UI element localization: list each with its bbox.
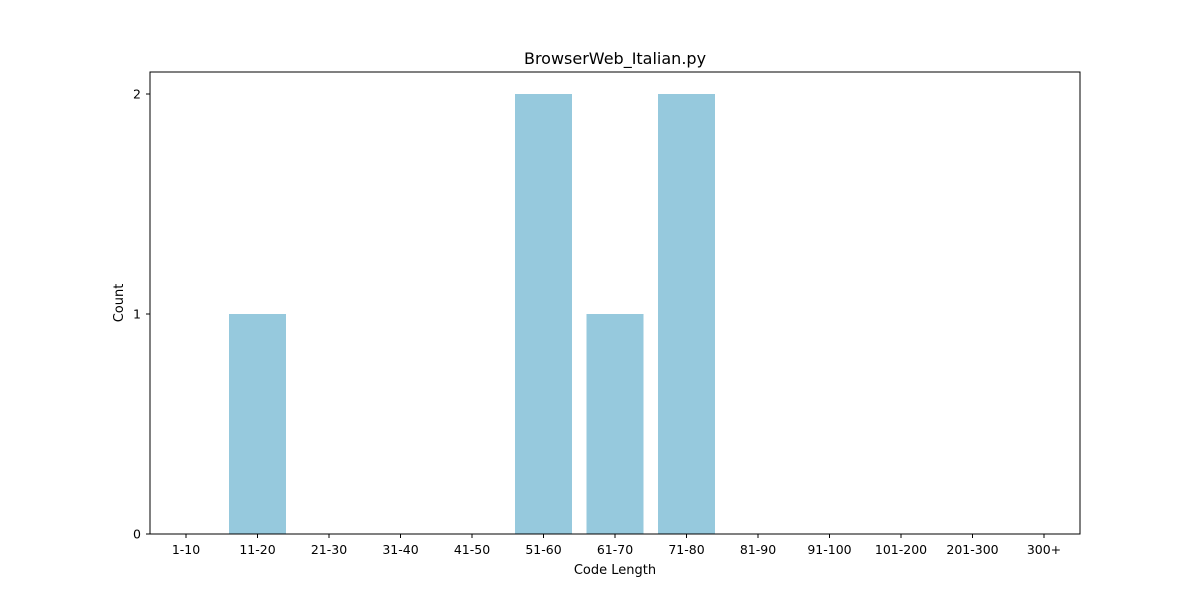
chart-title: BrowserWeb_Italian.py bbox=[524, 49, 706, 69]
x-tick-label: 71-80 bbox=[668, 542, 704, 557]
x-tick-label: 81-90 bbox=[740, 542, 776, 557]
x-axis-ticks: 1-10 11-20 21-30 31-40 41-50 51-60 61-70 71-80 8… bbox=[172, 534, 1061, 557]
y-tick-label: 1 bbox=[133, 307, 141, 322]
bars-layer bbox=[229, 94, 715, 534]
x-axis-label: Code Length bbox=[574, 563, 656, 578]
x-tick-label: 201-300 bbox=[946, 542, 998, 557]
x-tick-label: 101-200 bbox=[875, 542, 927, 557]
bar-11-20 bbox=[229, 314, 286, 534]
x-tick-label: 91-100 bbox=[807, 542, 851, 557]
x-tick-label: 11-20 bbox=[239, 542, 275, 557]
bar-61-70 bbox=[586, 314, 644, 534]
x-tick-label: 51-60 bbox=[525, 542, 561, 557]
x-tick-label: 31-40 bbox=[382, 542, 418, 557]
bar-51-60 bbox=[515, 94, 572, 534]
bar-71-80 bbox=[658, 94, 715, 534]
y-axis-label: Count bbox=[112, 284, 127, 323]
y-axis-ticks: 0 1 2 bbox=[133, 87, 150, 542]
x-tick-label: 300+ bbox=[1027, 542, 1061, 557]
x-tick-label: 21-30 bbox=[311, 542, 347, 557]
x-tick-label: 1-10 bbox=[172, 542, 200, 557]
y-tick-label: 0 bbox=[133, 527, 141, 542]
x-tick-label: 61-70 bbox=[597, 542, 633, 557]
x-tick-label: 41-50 bbox=[454, 542, 490, 557]
y-tick-label: 2 bbox=[133, 87, 141, 102]
